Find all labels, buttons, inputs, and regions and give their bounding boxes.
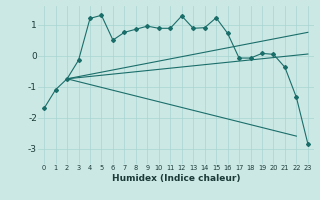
X-axis label: Humidex (Indice chaleur): Humidex (Indice chaleur) (112, 174, 240, 183)
